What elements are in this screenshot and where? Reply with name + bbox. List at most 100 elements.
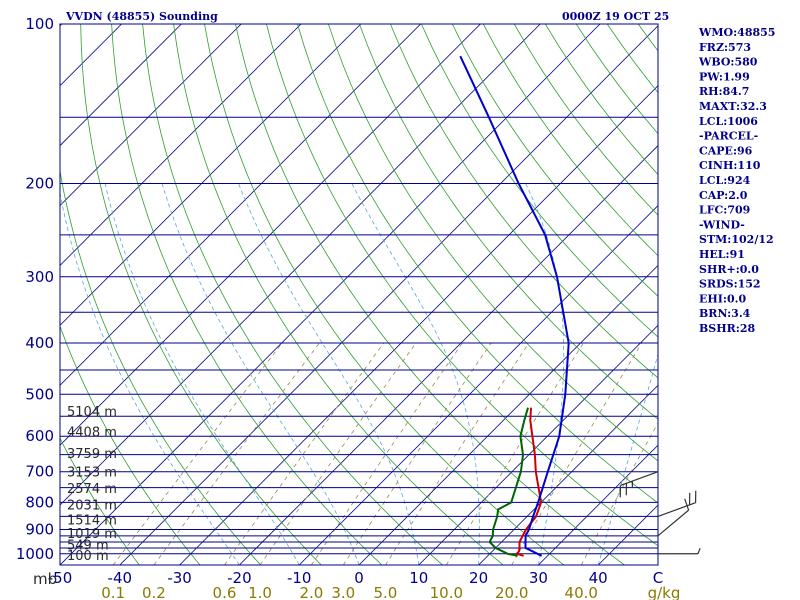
side-panel-item: WMO:48855	[698, 26, 775, 39]
pressure-tick-label: 300	[25, 268, 54, 286]
moist-adiabat-line	[238, 183, 420, 565]
dewpoint-line	[488, 407, 529, 557]
mixing-ratio-line	[112, 342, 283, 565]
side-panel-item: LCL:1006	[699, 115, 758, 128]
plot-frame	[59, 23, 659, 566]
pressure-tick-label: 200	[25, 174, 54, 192]
mixing-ratio-label: 40.0	[565, 584, 598, 600]
dry-adiabat-line	[390, 24, 658, 379]
isotherm-line	[239, 145, 658, 565]
height-label: 100 m	[67, 549, 109, 564]
temp-tick-label: -30	[167, 569, 192, 587]
wind-barb-staff	[657, 509, 690, 537]
temp-tick-label: 40	[589, 569, 608, 587]
dry-adiabat-line	[80, 24, 322, 565]
pressure-tick-labels: 100 200 300 400 500 600 700 800 900 1000	[16, 15, 54, 563]
wind-barb	[658, 547, 701, 555]
dry-adiabat-line	[328, 24, 658, 462]
mixing-ratio-line	[385, 342, 530, 565]
dry-adiabat-line	[482, 24, 658, 257]
mixing-ratio-line	[153, 342, 320, 565]
pressure-tick-label: 700	[25, 463, 54, 481]
side-panel-item: HEL:91	[699, 248, 745, 261]
mixing-ratio-label: g/kg	[648, 584, 681, 600]
temp-tick-label: -20	[227, 569, 252, 587]
dry-adiabat-line	[793, 24, 800, 565]
height-label: 2031 m	[67, 499, 117, 514]
side-panel-item: STM:102/12	[699, 233, 774, 246]
isotherm-line	[60, 24, 601, 565]
height-label: 5104 m	[67, 405, 117, 420]
wind-barb-feather	[697, 547, 701, 554]
pressure-tick-label: 500	[25, 385, 54, 403]
mixing-ratio-label: 20.0	[495, 584, 528, 600]
height-label: 1019 m	[67, 527, 117, 542]
isotherm-line	[358, 264, 658, 565]
pressure-unit-label: mb	[33, 570, 57, 588]
dry-adiabat-line	[762, 24, 800, 565]
side-panel-item: CAP:2.0	[699, 189, 748, 202]
isobar-lines	[60, 23, 658, 555]
side-panel-item: BRN:3.4	[699, 307, 751, 320]
chart-title: VVDN (48855) Sounding	[65, 10, 218, 23]
temp-tick-label: 0	[354, 569, 364, 587]
wind-barb	[657, 490, 697, 517]
mixing-ratio-line	[580, 422, 658, 565]
temp-tick-label: -10	[287, 569, 312, 587]
mixing-ratio-label: 0.1	[101, 584, 125, 600]
wind-barb-staff	[620, 471, 659, 486]
isotherm-line	[60, 24, 362, 326]
wind-barb-staff	[657, 502, 696, 517]
height-label: 2574 m	[67, 482, 117, 497]
mixing-ratio-label: 0.2	[142, 584, 166, 600]
mixing-ratio-line	[224, 342, 385, 565]
side-panel-item: CAPE:96	[699, 144, 753, 157]
isotherm-line	[60, 24, 421, 386]
moist-adiabat-line	[104, 183, 300, 565]
chart-time: 0000Z 19 OCT 25	[562, 10, 669, 23]
isotherm-line	[538, 444, 658, 565]
side-panel-item: SRDS:152	[699, 278, 761, 291]
mixing-ratio-label: 0.6	[213, 584, 237, 600]
dry-adiabat-line	[204, 24, 565, 565]
mixing-ratio-line	[311, 342, 463, 565]
side-panel-item: -PARCEL-	[699, 130, 758, 143]
side-panel-item: CINH:110	[699, 159, 761, 172]
side-panel-item: PW:1.99	[699, 70, 750, 83]
moist-adiabat-line	[351, 183, 480, 565]
temp-tick-label: 20	[469, 569, 488, 587]
dry-adiabat-line	[359, 24, 658, 420]
side-panel-item: -WIND-	[699, 218, 745, 231]
isotherm-line	[60, 24, 481, 446]
pressure-tick-label: 400	[25, 334, 54, 352]
temp-tick-label: 10	[409, 569, 428, 587]
temperature-line	[514, 407, 543, 557]
dry-adiabat-line	[297, 24, 658, 504]
parcel-line	[459, 55, 570, 557]
mixing-ratio-labels: 0.1 0.2 0.6 1.0 2.0 3.0 5.0 10.0 20.0 40.0 g/kg	[101, 584, 680, 600]
side-panel-item: RH:84.7	[699, 85, 749, 98]
height-label: 3759 m	[67, 447, 117, 462]
height-labels: 5104 m 4408 m 3759 m 3153 m 2574 m 2031 m1514…	[67, 405, 117, 564]
isotherm-line	[60, 24, 302, 267]
height-label: 3153 m	[67, 465, 117, 480]
moist-adiabat-line	[60, 190, 240, 565]
dry-adiabat-line	[142, 24, 443, 565]
mixing-ratio-line	[511, 342, 643, 565]
height-label: 4408 m	[67, 425, 117, 440]
side-panel-item: WBO:580	[698, 56, 758, 69]
dry-adiabat-line	[111, 24, 383, 565]
moist-adiabat-line	[161, 183, 360, 565]
pressure-tick-label: 1000	[16, 545, 54, 563]
temp-tick-label: -40	[108, 569, 133, 587]
dry-adiabat-line	[451, 24, 658, 297]
isotherm-line	[60, 24, 242, 207]
dry-adiabat-line	[60, 168, 261, 565]
chart-grid	[60, 24, 800, 565]
wind-barb	[657, 498, 690, 537]
mixing-ratio-label: 1.0	[248, 584, 272, 600]
side-panel-item: EHI:0.0	[699, 292, 746, 305]
isotherm-line	[60, 24, 541, 506]
dry-adiabat-line	[60, 324, 201, 565]
